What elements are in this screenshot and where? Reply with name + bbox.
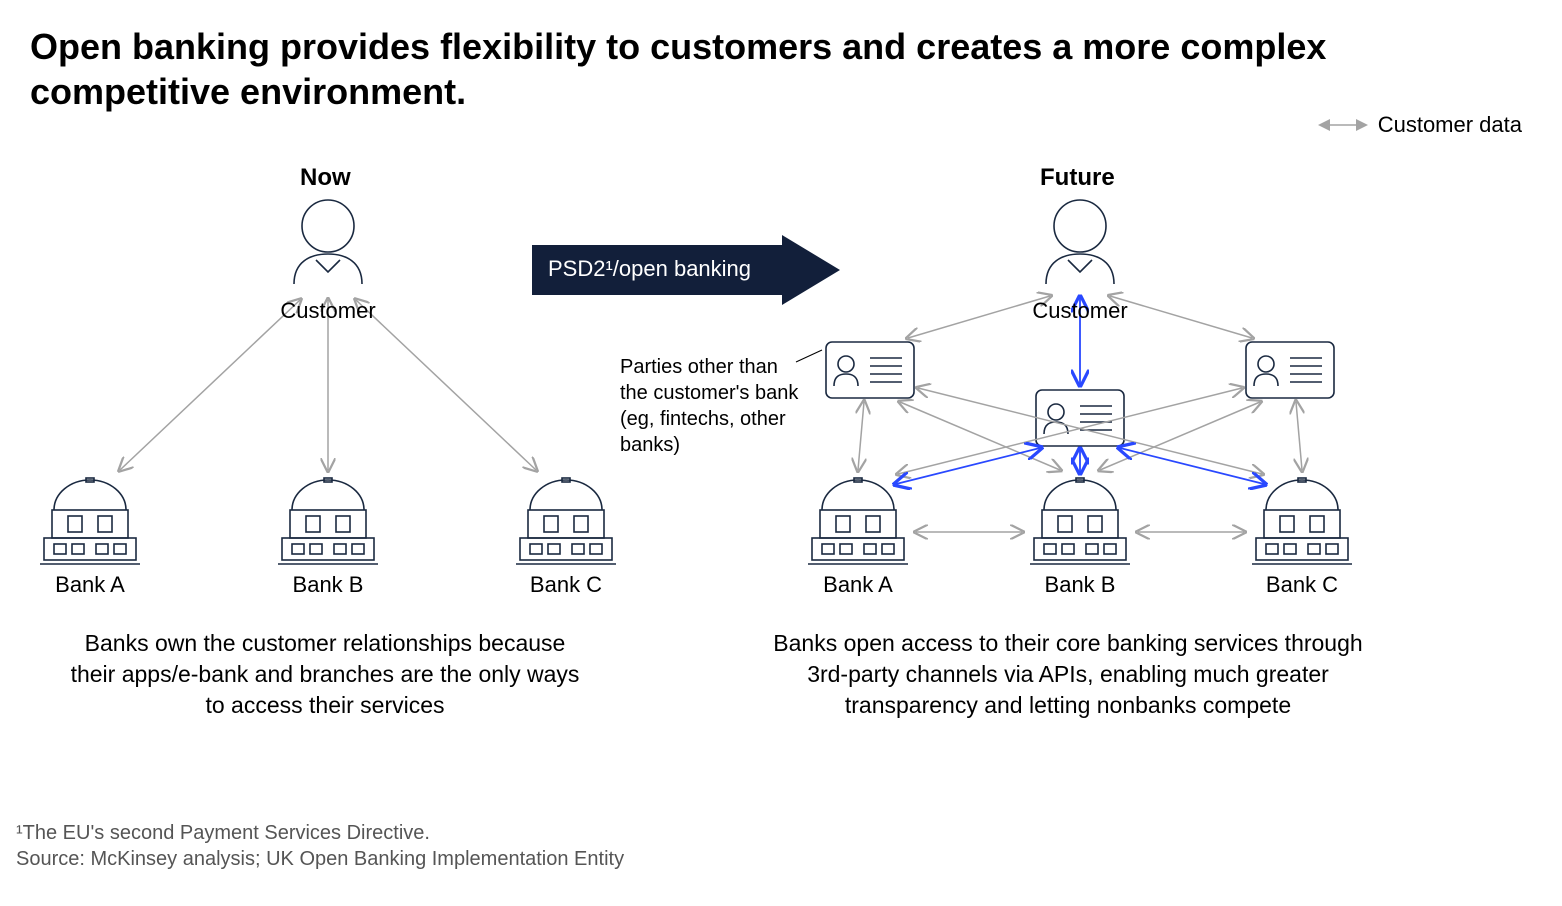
third-party-card-icon bbox=[1246, 342, 1334, 398]
bank-c-icon bbox=[516, 478, 616, 564]
footnote-source: Source: McKinsey analysis; UK Open Banki… bbox=[16, 848, 624, 871]
third-party-card-icon bbox=[1036, 390, 1124, 446]
future-blue-arrows bbox=[896, 298, 1264, 484]
bank-b-icon bbox=[278, 478, 378, 564]
bank-b-icon-future bbox=[1030, 478, 1130, 564]
bank-b-label-future: Bank B bbox=[1045, 572, 1116, 598]
customer-label-now: Customer bbox=[280, 298, 375, 324]
customer-label-future: Customer bbox=[1032, 298, 1127, 324]
future-gray-arrows bbox=[858, 296, 1302, 532]
bank-a-icon bbox=[40, 478, 140, 564]
bank-c-icon-future bbox=[1252, 478, 1352, 564]
now-arrow-a bbox=[120, 300, 300, 470]
bank-a-icon-future bbox=[808, 478, 908, 564]
future-section-label: Future bbox=[1040, 164, 1115, 192]
third-party-label: Parties other than the customer's bank (… bbox=[620, 354, 810, 458]
legend: Customer data bbox=[1318, 112, 1522, 138]
now-caption: Banks own the customer relationships bec… bbox=[60, 628, 590, 721]
future-caption: Banks open access to their core banking … bbox=[758, 628, 1378, 721]
bank-a-label-now: Bank A bbox=[55, 572, 125, 598]
customer-icon bbox=[294, 200, 362, 284]
transition-arrow-label: PSD2¹/open banking bbox=[548, 256, 751, 282]
legend-label: Customer data bbox=[1378, 112, 1522, 138]
now-arrow-c bbox=[356, 300, 536, 470]
bank-b-label-now: Bank B bbox=[293, 572, 364, 598]
customer-icon-future bbox=[1046, 200, 1114, 284]
third-party-card-icon bbox=[826, 342, 914, 398]
now-section-label: Now bbox=[300, 164, 351, 192]
bank-a-label-future: Bank A bbox=[823, 572, 893, 598]
bank-c-label-now: Bank C bbox=[530, 572, 602, 598]
footnote-1: ¹The EU's second Payment Services Direct… bbox=[16, 822, 430, 845]
headline-title: Open banking provides flexibility to cus… bbox=[30, 24, 1430, 114]
legend-arrow-icon bbox=[1318, 118, 1368, 132]
bank-c-label-future: Bank C bbox=[1266, 572, 1338, 598]
